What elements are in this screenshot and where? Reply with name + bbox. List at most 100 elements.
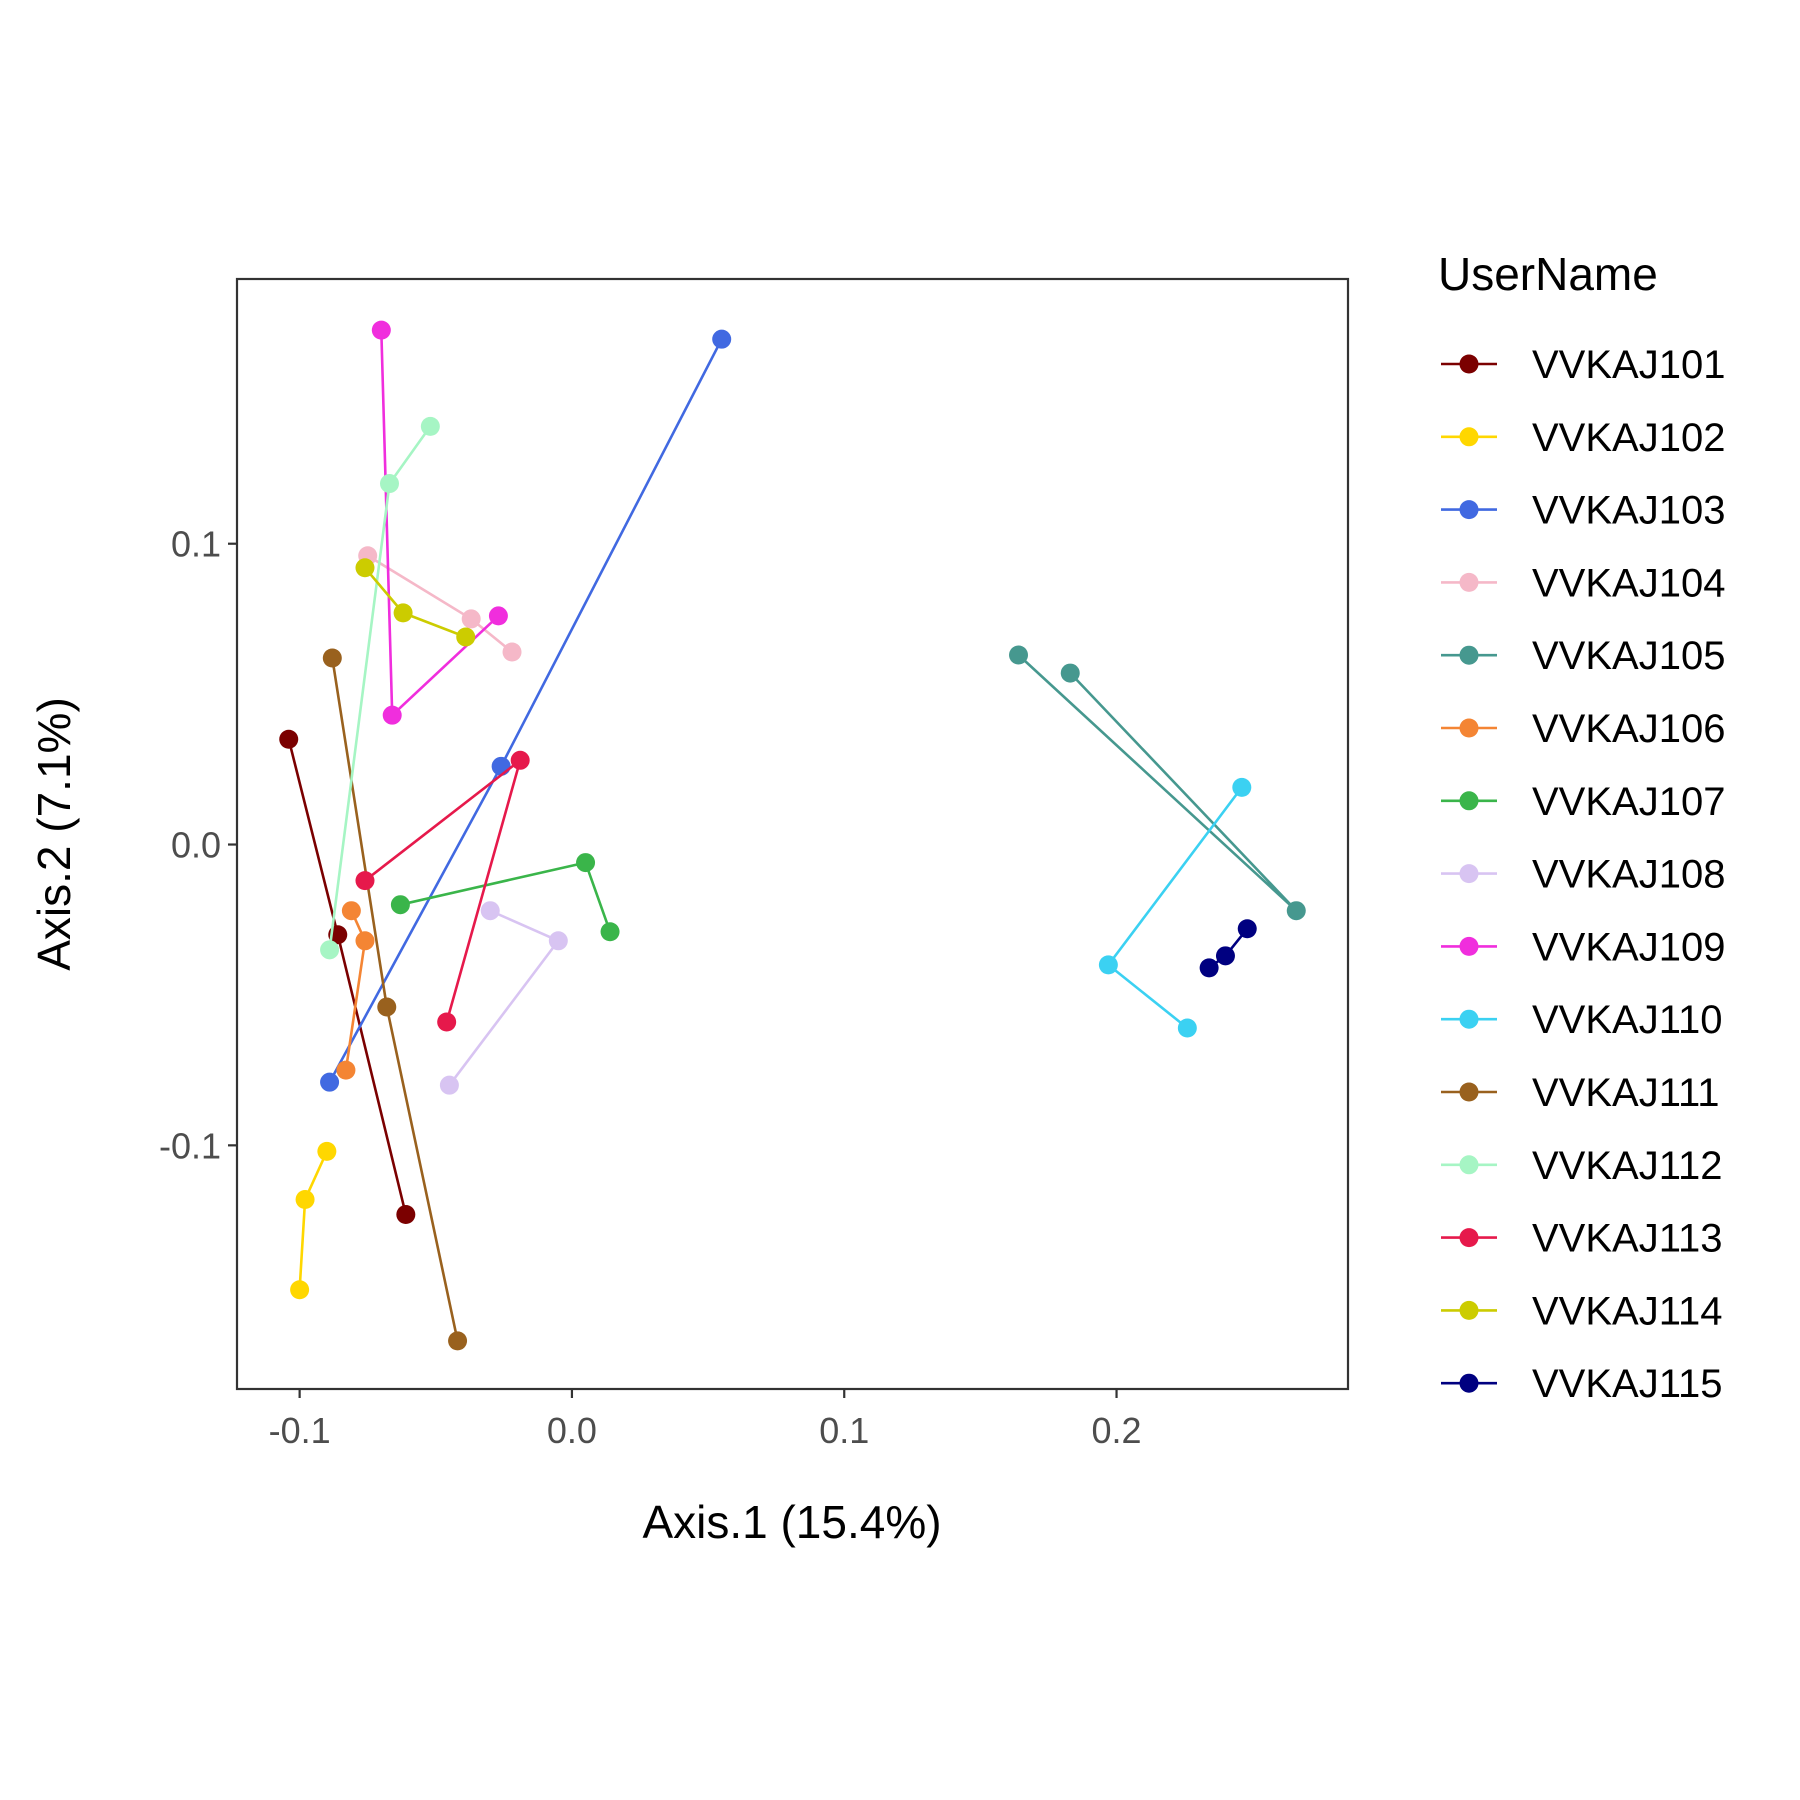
legend-item: VVKAJ110: [1441, 998, 1723, 1042]
data-point: [320, 940, 340, 960]
legend-item: VVKAJ102: [1441, 416, 1725, 460]
data-point: [600, 922, 620, 942]
data-point: [355, 871, 375, 891]
data-point: [1009, 645, 1029, 665]
legend-label: VVKAJ103: [1532, 489, 1725, 533]
legend-item: VVKAJ112: [1441, 1144, 1723, 1188]
data-point: [355, 931, 375, 951]
y-tick-label: -0.1: [159, 1125, 221, 1166]
data-point: [1060, 663, 1080, 683]
series-vvkaj107: [390, 853, 620, 942]
data-point: [712, 329, 732, 349]
data-point: [456, 627, 476, 647]
series-layer: [279, 320, 1306, 1351]
legend-item: VVKAJ109: [1441, 925, 1725, 969]
legend-key-point: [1459, 572, 1479, 592]
legend-label: VVKAJ102: [1532, 416, 1725, 460]
legend-key-point: [1459, 864, 1479, 884]
legend-key-point: [1459, 645, 1479, 665]
series-vvkaj103: [320, 329, 732, 1092]
y-axis-ticks: -0.1 0.0 0.1: [159, 524, 237, 1166]
legend-label: VVKAJ115: [1532, 1362, 1723, 1406]
legend-item: VVKAJ113: [1441, 1217, 1723, 1261]
data-point: [317, 1141, 337, 1161]
series-vvkaj106: [336, 901, 375, 1080]
data-point: [1232, 777, 1252, 797]
legend-key-point: [1459, 354, 1479, 374]
x-tick-label: 0.1: [819, 1410, 869, 1451]
legend-key-point: [1459, 718, 1479, 738]
data-point: [461, 609, 481, 629]
legend-item: VVKAJ111: [1441, 1071, 1720, 1115]
data-point: [290, 1280, 310, 1300]
data-point: [1237, 919, 1257, 939]
legend-label: VVKAJ109: [1532, 925, 1725, 969]
data-point: [502, 642, 522, 662]
series-vvkaj113: [355, 750, 530, 1032]
legend-label: VVKAJ114: [1532, 1289, 1723, 1333]
series-vvkaj114: [355, 558, 476, 647]
data-point: [420, 416, 440, 436]
legend-key-point: [1459, 1155, 1479, 1175]
data-point: [491, 756, 511, 776]
data-point: [1286, 901, 1306, 921]
series-vvkaj109: [371, 320, 508, 725]
legend-label: VVKAJ110: [1532, 998, 1723, 1042]
data-point: [341, 901, 361, 921]
legend-label: VVKAJ111: [1532, 1071, 1720, 1115]
legend: UserName VVKAJ101VVKAJ102VVKAJ103VVKAJ10…: [1438, 248, 1725, 1406]
series-vvkaj101: [279, 729, 416, 1225]
x-axis-ticks: -0.1 0.0 0.1 0.2: [269, 1389, 1142, 1451]
legend-key-point: [1459, 1300, 1479, 1320]
x-axis-title: Axis.1 (15.4%): [642, 1496, 941, 1548]
plot-panel: [235, 277, 1350, 1391]
data-point: [488, 606, 508, 626]
data-point: [279, 729, 299, 749]
data-point: [1199, 958, 1219, 978]
data-point: [377, 997, 397, 1017]
legend-label: VVKAJ113: [1532, 1217, 1723, 1261]
legend-item: VVKAJ105: [1441, 634, 1725, 678]
data-point: [576, 853, 596, 873]
legend-key-point: [1459, 791, 1479, 811]
data-point: [393, 603, 413, 623]
legend-label: VVKAJ106: [1532, 707, 1725, 751]
legend-item: VVKAJ114: [1441, 1289, 1723, 1333]
y-tick-label: 0.0: [171, 825, 221, 866]
series-vvkaj105: [1009, 645, 1306, 921]
data-point: [379, 474, 399, 494]
legend-item: VVKAJ115: [1441, 1362, 1723, 1406]
data-point: [1098, 955, 1118, 975]
legend-item: VVKAJ108: [1441, 853, 1725, 897]
data-point: [355, 558, 375, 578]
series-vvkaj102: [290, 1141, 337, 1300]
data-point: [1215, 946, 1235, 966]
data-point: [295, 1189, 315, 1209]
data-point: [322, 648, 342, 668]
legend-key-point: [1459, 1228, 1479, 1248]
data-point: [336, 1060, 356, 1080]
legend-item: VVKAJ107: [1441, 780, 1725, 824]
data-point: [320, 1072, 340, 1092]
legend-items: VVKAJ101 VVKAJ102 VVKAJ103 VVKAJ104 VVKAJ105…: [1441, 343, 1725, 1406]
series-vvkaj111: [322, 648, 468, 1351]
legend-item: VVKAJ104: [1441, 561, 1725, 605]
legend-key-point: [1459, 427, 1479, 447]
data-point: [510, 750, 530, 770]
legend-key-point: [1459, 1373, 1479, 1393]
x-tick-label: 0.2: [1092, 1410, 1142, 1451]
data-point: [437, 1012, 457, 1032]
data-point: [1177, 1018, 1197, 1038]
data-point: [371, 320, 391, 340]
legend-label: VVKAJ101: [1532, 343, 1725, 387]
legend-label: VVKAJ108: [1532, 853, 1725, 897]
x-tick-label: 0.0: [547, 1410, 597, 1451]
data-point: [480, 901, 500, 921]
data-point: [448, 1331, 468, 1351]
series-vvkaj115: [1199, 919, 1257, 978]
legend-item: VVKAJ106: [1441, 707, 1725, 751]
legend-item: VVKAJ103: [1441, 489, 1725, 533]
series-vvkaj110: [1098, 777, 1252, 1038]
legend-label: VVKAJ104: [1532, 561, 1725, 605]
